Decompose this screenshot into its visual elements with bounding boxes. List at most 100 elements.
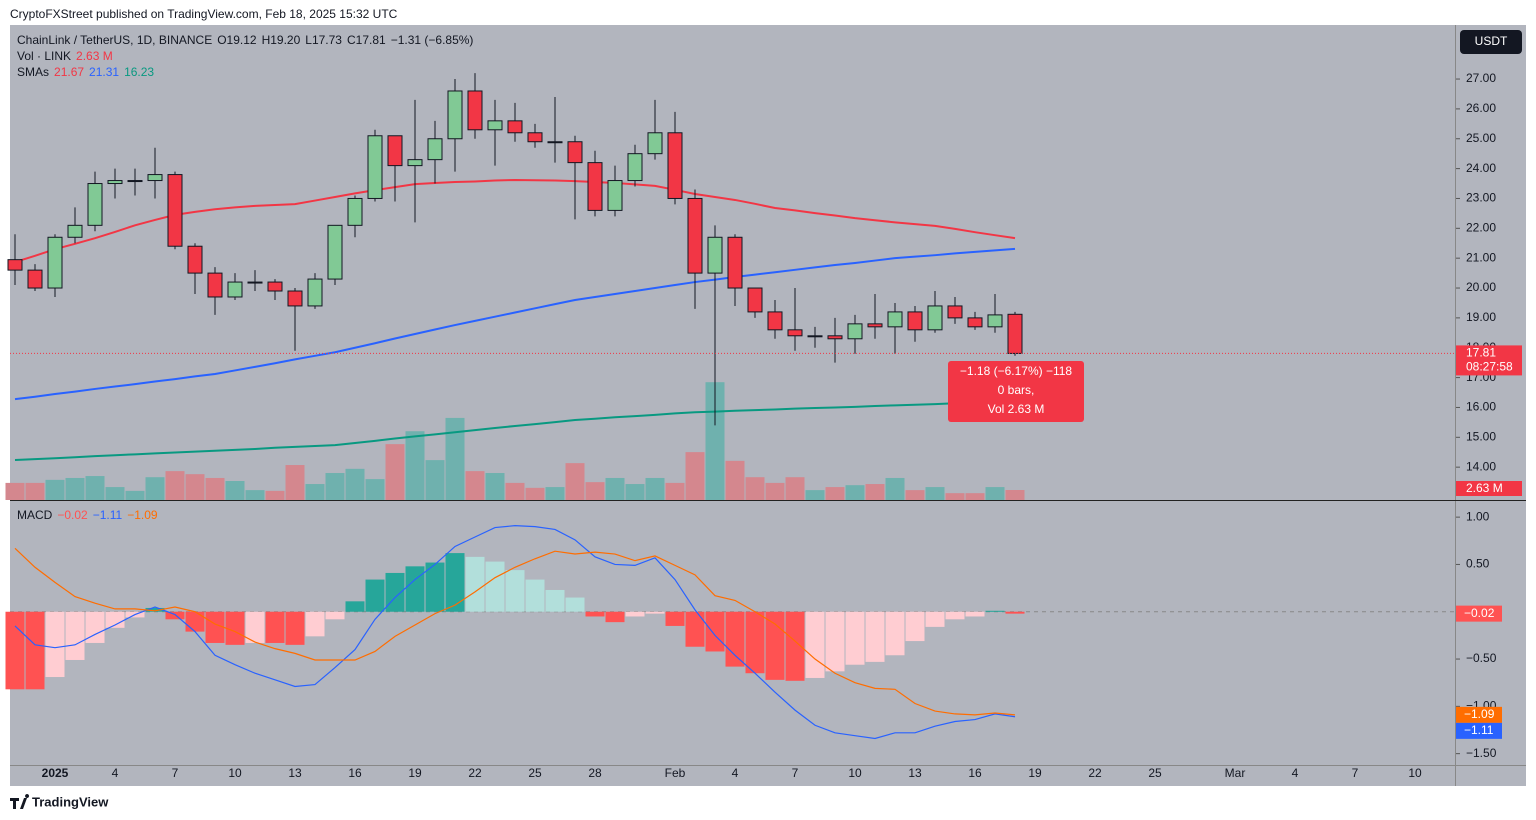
candle-body bbox=[887, 311, 903, 328]
currency-label[interactable]: USDT bbox=[1475, 34, 1508, 48]
macd-histogram-bar bbox=[905, 611, 925, 642]
volume-axis-label: 2.63 M bbox=[1466, 481, 1503, 495]
macd-histogram-bar bbox=[965, 611, 985, 617]
time-tick-label: 7 bbox=[792, 766, 799, 780]
macd-histogram-bar bbox=[585, 611, 605, 617]
candle-body bbox=[607, 180, 623, 211]
volume-bar bbox=[565, 463, 585, 500]
volume-bar bbox=[725, 460, 745, 500]
macd-histogram-bar bbox=[485, 561, 505, 612]
macd-histogram-bar bbox=[865, 611, 885, 662]
price-tick-label: 25.00 bbox=[1466, 131, 1496, 145]
macd-histogram-bar bbox=[465, 556, 485, 612]
volume-bar bbox=[785, 477, 805, 500]
candle-body bbox=[107, 180, 123, 185]
legend-low: L17.73 bbox=[305, 33, 342, 47]
macd-histogram-bar bbox=[65, 611, 85, 660]
price-tick-label: 27.00 bbox=[1466, 71, 1496, 85]
macd-histogram-bar bbox=[525, 579, 545, 612]
volume-bar bbox=[385, 444, 405, 500]
macd-histogram-bar bbox=[825, 611, 845, 672]
macd-histogram-bar bbox=[45, 611, 65, 678]
candle-body bbox=[87, 183, 103, 226]
time-tick-label: Mar bbox=[1225, 766, 1246, 780]
last-price-label: 17.81 bbox=[1466, 346, 1496, 360]
time-tick-label: 10 bbox=[848, 766, 862, 780]
legend-close: C17.81 bbox=[347, 33, 386, 47]
time-tick-label: 4 bbox=[112, 766, 119, 780]
legend-volume-value: 2.63 M bbox=[76, 49, 113, 63]
candle-body bbox=[847, 323, 863, 340]
candle-body bbox=[927, 305, 943, 331]
macd-histogram-bar bbox=[845, 611, 865, 665]
macd-histogram-bar bbox=[765, 611, 785, 680]
macd-histogram-bar bbox=[25, 611, 45, 690]
candle-body bbox=[227, 281, 243, 298]
candle-body bbox=[427, 138, 443, 161]
candle-body bbox=[267, 281, 283, 292]
macd-histogram-bar bbox=[725, 611, 745, 667]
candle-body bbox=[807, 335, 823, 338]
time-tick-label: 25 bbox=[528, 766, 542, 780]
volume-bar bbox=[425, 460, 445, 500]
macd-histogram-bar bbox=[505, 570, 525, 612]
macd-histogram-bar bbox=[745, 611, 765, 674]
macd-histogram-bar bbox=[145, 607, 165, 612]
signal-line bbox=[14, 547, 1016, 716]
signal-axis-box bbox=[1456, 706, 1502, 723]
footer-brand: TradingView bbox=[32, 794, 109, 809]
time-tick-label: Feb bbox=[665, 766, 686, 780]
candle-body bbox=[127, 180, 143, 183]
candle-body bbox=[767, 311, 783, 331]
currency-button[interactable] bbox=[1460, 30, 1522, 54]
volume-bar bbox=[285, 465, 305, 500]
legend-open: O19.12 bbox=[217, 33, 257, 47]
volume-bar bbox=[605, 477, 625, 500]
macd-histogram-bar bbox=[5, 611, 25, 690]
volume-bar bbox=[825, 487, 845, 500]
macd-histogram-bar bbox=[425, 562, 445, 612]
macd-histogram-bar bbox=[565, 597, 585, 612]
candle-body bbox=[507, 120, 523, 134]
footer-logo bbox=[10, 794, 30, 809]
time-tick-label: 2025 bbox=[42, 766, 69, 780]
legend-sma-value: 21.31 bbox=[89, 65, 119, 79]
time-tick-label: 7 bbox=[1352, 766, 1359, 780]
tooltip-line: −1.18 (−6.17%) −118 bbox=[960, 364, 1073, 378]
volume-bar bbox=[1005, 490, 1025, 500]
candle-body bbox=[487, 120, 503, 131]
volume-bar bbox=[85, 476, 105, 500]
macd-histogram-bar bbox=[405, 566, 425, 612]
macd-histogram-bar bbox=[105, 611, 125, 628]
candle-body bbox=[27, 269, 43, 289]
candle-body bbox=[187, 245, 203, 274]
price-tick-label: 23.00 bbox=[1466, 191, 1496, 205]
volume-bar bbox=[305, 484, 325, 500]
candle-body bbox=[687, 197, 703, 274]
candle-body bbox=[47, 236, 63, 289]
volume-bar bbox=[205, 477, 225, 500]
candle-body bbox=[247, 281, 263, 284]
macd-histogram-bar bbox=[985, 610, 1005, 612]
legend-sma-value: 16.23 bbox=[124, 65, 154, 79]
macd-histogram-bar bbox=[665, 611, 685, 626]
time-tick-label: 10 bbox=[1408, 766, 1422, 780]
macd-histogram-bar bbox=[225, 611, 245, 645]
time-tick-label: 13 bbox=[288, 766, 302, 780]
macd-histogram-bar bbox=[205, 611, 225, 643]
time-tick-label: 22 bbox=[1088, 766, 1102, 780]
volume-bar bbox=[645, 477, 665, 500]
tooltip-line: Vol 2.63 M bbox=[988, 402, 1045, 416]
attribution: CryptoFXStreet published on TradingView.… bbox=[10, 7, 398, 21]
candle-body bbox=[387, 135, 403, 167]
macd-tick-label: −0.50 bbox=[1466, 651, 1497, 665]
candle-body bbox=[727, 236, 743, 289]
volume-bar bbox=[405, 431, 425, 500]
macd-histogram-bar bbox=[625, 611, 645, 617]
volume-bar bbox=[905, 490, 925, 500]
legend-macd-title: MACD bbox=[17, 508, 53, 522]
price-tick-label: 19.00 bbox=[1466, 310, 1496, 324]
candle-body bbox=[987, 314, 1003, 328]
candle-body bbox=[647, 132, 663, 155]
